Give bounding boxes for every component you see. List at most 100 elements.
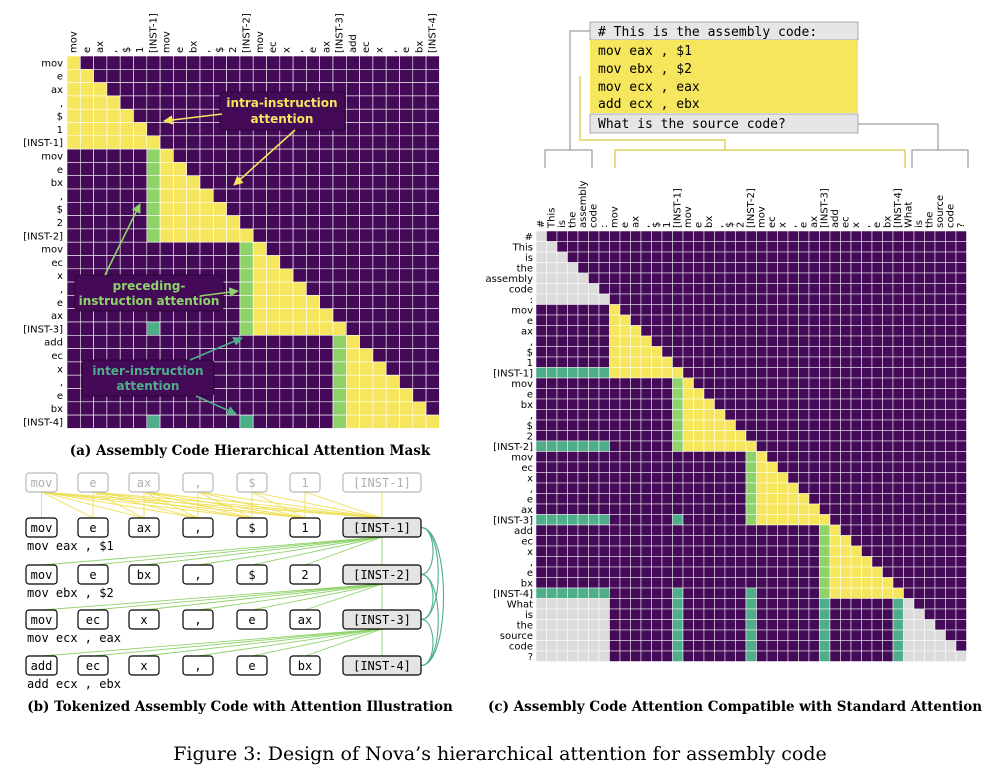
col-label-a: ec (268, 41, 279, 53)
mask-cell-a (425, 374, 440, 389)
mask-cell-c (756, 367, 768, 379)
inter-link (420, 526, 444, 667)
mask-cell-c (619, 377, 631, 389)
mask-cell-c (661, 598, 673, 610)
mask-cell-a (173, 82, 187, 97)
mask-cell-c (756, 451, 768, 463)
mask-cell-c (546, 608, 558, 620)
mask-cell-c (756, 514, 768, 526)
mask-cell-c (861, 272, 873, 284)
col-label-a: , (295, 50, 306, 53)
mask-cell-c (546, 251, 558, 263)
mask-cell-c (924, 388, 936, 400)
mask-cell-a (266, 55, 281, 70)
mask-cell-c (798, 587, 810, 599)
mask-cell-c (798, 440, 810, 452)
mask-cell-a (159, 122, 174, 137)
mask-cell-c (945, 608, 957, 620)
mask-cell-c (735, 241, 747, 253)
mask-cell-c (913, 608, 925, 620)
mask-cell-c (567, 419, 579, 431)
mask-cell-a (292, 374, 307, 389)
mask-cell-a (372, 108, 387, 123)
mask-cell-c (850, 503, 862, 515)
mask-cell-c (672, 356, 684, 368)
code-text: add ecx , ebx (27, 677, 121, 691)
mask-cell-a (159, 228, 174, 243)
mask-cell-a (306, 148, 320, 163)
ghost-token-text: ax (137, 476, 151, 490)
mask-cell-c (850, 377, 862, 389)
mask-cell-c (945, 377, 957, 389)
mask-cell-c (567, 398, 579, 410)
mask-cell-c (735, 556, 747, 568)
mask-cell-c (577, 346, 589, 358)
mask-cell-c (871, 409, 883, 421)
mask-cell-c (871, 493, 883, 505)
mask-cell-c (766, 440, 778, 452)
mask-cell-c (882, 388, 894, 400)
mask-cell-a (186, 188, 201, 203)
mask-cell-c (640, 356, 652, 368)
mask-cell-a (80, 321, 94, 336)
col-label-c: $ (725, 222, 736, 228)
mask-cell-c (714, 377, 726, 389)
mask-cell-c (861, 409, 873, 421)
mask-cell-a (279, 241, 294, 256)
mask-cell-a (173, 334, 187, 349)
mask-cell-c (924, 272, 936, 284)
ghost-token-box (77, 472, 109, 493)
mask-cell-a (345, 361, 360, 376)
row-label-a: $ (57, 112, 63, 123)
mask-cell-c (745, 304, 757, 316)
mask-cell-a (93, 401, 108, 416)
row-label-a: 2 (57, 218, 63, 229)
mask-cell-c (955, 514, 967, 526)
mask-cell-a (226, 348, 241, 363)
mask-cell-c (640, 304, 652, 316)
mask-cell-c (819, 335, 831, 347)
mask-cell-c (598, 377, 610, 389)
mask-cell-c (777, 451, 789, 463)
mask-cell-a (345, 215, 360, 230)
mask-cell-c (829, 241, 841, 253)
mask-cell-c (535, 545, 547, 557)
mask-cell-c (766, 377, 778, 389)
row-label-a: add (44, 338, 63, 349)
mask-cell-a (106, 148, 121, 163)
mask-cell-a (372, 255, 387, 270)
mask-cell-a (399, 414, 414, 429)
mask-cell-c (556, 367, 568, 379)
mask-cell-c (756, 346, 768, 358)
mask-cell-a (173, 255, 187, 270)
mask-cell-c (735, 335, 747, 347)
mask-cell-c (598, 608, 610, 620)
mask-cell-c (640, 566, 652, 578)
mask-cell-c (934, 619, 946, 631)
mask-cell-a (332, 348, 347, 363)
mask-cell-a (332, 308, 347, 323)
mask-cell-c (808, 493, 820, 505)
mask-cell-a (252, 295, 267, 309)
mask-cell-a (319, 308, 334, 323)
intra-link (304, 491, 383, 519)
mask-cell-a (306, 55, 320, 70)
mask-cell-c (745, 566, 757, 578)
mask-cell-a (252, 361, 267, 376)
mask-cell-c (693, 377, 705, 389)
preceding-link (143, 628, 383, 657)
mask-cell-a (252, 308, 267, 323)
mask-cell-c (756, 629, 768, 641)
mask-cell-c (892, 440, 904, 452)
mask-cell-c (903, 241, 915, 253)
mask-cell-c (892, 430, 904, 442)
mask-cell-a (186, 162, 201, 176)
mask-cell-c (850, 472, 862, 484)
mask-cell-a (133, 95, 148, 110)
mask-cell-c (735, 503, 747, 515)
mask-cell-c (861, 556, 873, 568)
mask-cell-c (682, 325, 694, 337)
mask-cell-c (693, 545, 705, 557)
mask-cell-c (640, 377, 652, 389)
preceding-annotation-line2: instruction attention (79, 294, 220, 308)
